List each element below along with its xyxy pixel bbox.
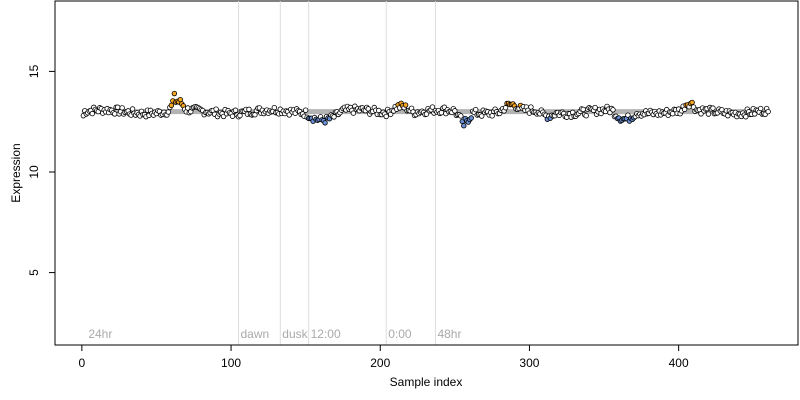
data-point-235 — [429, 104, 436, 110]
annotation-label-4: 0:00 — [388, 327, 412, 341]
data-point-169 — [331, 114, 337, 120]
data-point-254 — [458, 113, 464, 119]
data-point-60 — [168, 102, 175, 109]
data-point-338 — [583, 112, 589, 119]
data-point-264 — [473, 106, 479, 113]
x-tick-label-2: 200 — [370, 356, 390, 370]
x-axis: 0 100 200 300 400 — [79, 344, 689, 370]
annotation-label-1: dawn — [241, 327, 270, 341]
data-point-445 — [743, 114, 749, 120]
data-points — [80, 90, 771, 129]
data-point-22 — [111, 111, 118, 117]
annotation-label-2: dusk — [282, 327, 308, 341]
x-axis-title: Sample index — [390, 375, 463, 389]
data-point-460 — [765, 108, 771, 115]
y-axis-title: Expression — [9, 143, 23, 202]
data-point-7 — [89, 110, 95, 117]
x-tick-label-1: 100 — [221, 356, 241, 370]
data-point-231 — [423, 111, 430, 117]
x-tick-label-3: 300 — [519, 356, 539, 370]
data-point-336 — [580, 106, 586, 113]
data-point-58 — [165, 109, 172, 115]
data-point-62 — [171, 90, 178, 97]
data-point-261 — [468, 115, 474, 121]
phase-annotations: 24hr dawn dusk 12:00 0:00 48hr — [88, 327, 461, 341]
data-point-204 — [383, 113, 389, 120]
data-point-268 — [479, 113, 485, 119]
data-point-396 — [669, 111, 676, 117]
data-point-150 — [302, 107, 309, 113]
data-point-129 — [271, 104, 278, 111]
data-point-66 — [177, 96, 184, 103]
y-tick-label-2: 15 — [27, 64, 41, 78]
data-point-241 — [438, 109, 445, 116]
data-point-423 — [710, 105, 716, 111]
data-point-217 — [402, 102, 409, 108]
data-point-112 — [246, 106, 252, 113]
data-point-24 — [114, 104, 121, 110]
data-point-420 — [705, 111, 712, 117]
data-point-409 — [689, 99, 695, 106]
data-point-182 — [350, 110, 357, 116]
x-tick-label-0: 0 — [79, 356, 86, 370]
data-point-27 — [119, 105, 125, 111]
vertical-guide-lines — [238, 1, 436, 345]
y-axis: 5 10 15 — [27, 64, 56, 276]
data-point-356 — [610, 107, 616, 113]
data-point-101 — [229, 113, 236, 119]
data-point-455 — [758, 105, 764, 112]
y-tick-label-1: 10 — [27, 165, 41, 179]
data-point-90 — [213, 106, 219, 112]
data-point-275 — [489, 113, 495, 119]
data-point-103 — [232, 107, 239, 113]
plot-area-border — [54, 0, 799, 346]
x-tick-label-4: 400 — [669, 356, 689, 370]
data-point-163 — [322, 120, 328, 126]
y-tick-label-0: 5 — [27, 269, 41, 276]
data-point-106 — [237, 112, 243, 119]
data-point-344 — [592, 104, 598, 111]
data-point-256 — [461, 123, 467, 129]
annotation-label-3: 12:00 — [311, 327, 341, 341]
annotation-label-5: 48hr — [437, 327, 461, 341]
annotation-label-0: 24hr — [88, 327, 112, 341]
